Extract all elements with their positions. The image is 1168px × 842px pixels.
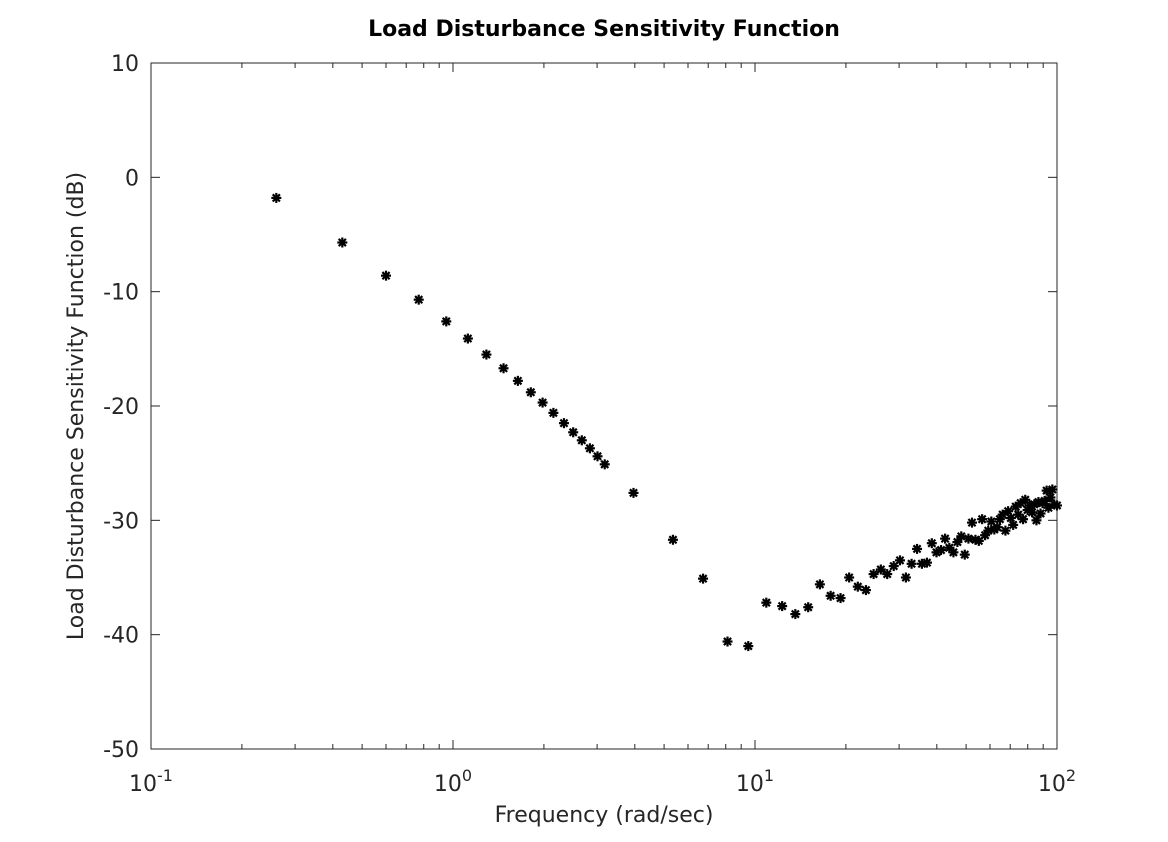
data-point — [926, 538, 937, 549]
data-point — [882, 569, 893, 580]
x-tick-label-base: 10 — [129, 772, 157, 797]
y-tick-label: -40 — [103, 624, 139, 649]
data-point — [628, 487, 639, 498]
data-point — [1008, 519, 1019, 530]
data-point — [761, 597, 772, 608]
y-tick-label: -30 — [103, 509, 139, 534]
data-point — [462, 333, 473, 344]
data-point — [698, 573, 709, 584]
y-tick-label: -20 — [103, 395, 139, 420]
x-tick-label: 102 — [1038, 766, 1076, 797]
data-point — [1018, 514, 1029, 525]
data-point — [1027, 507, 1038, 518]
data-point — [548, 407, 559, 418]
x-axis-label: Frequency (rad/sec) — [495, 803, 714, 828]
x-tick-label: 100 — [434, 766, 472, 797]
x-tick-label-base: 10 — [1038, 772, 1066, 797]
data-point — [558, 418, 569, 429]
data-point — [906, 558, 917, 569]
data-point — [413, 294, 424, 305]
data-point — [777, 601, 788, 612]
data-point — [852, 581, 863, 592]
data-point — [936, 545, 947, 556]
data-point — [599, 459, 610, 470]
x-tick-label: 101 — [736, 766, 774, 797]
x-tick-label-exponent: -1 — [157, 766, 173, 785]
data-point — [381, 270, 392, 281]
data-point — [835, 593, 846, 604]
y-tick-label: 10 — [111, 52, 139, 77]
data-point — [940, 533, 951, 544]
data-point — [825, 590, 836, 601]
data-point — [537, 397, 548, 408]
data-point — [912, 543, 923, 554]
data-point — [844, 572, 855, 583]
data-point — [952, 537, 963, 548]
data-point — [992, 522, 1003, 533]
data-point — [481, 349, 492, 360]
data-point — [271, 192, 282, 203]
data-point — [803, 602, 814, 613]
data-point — [498, 363, 509, 374]
x-tick-label-base: 10 — [434, 772, 462, 797]
data-point — [959, 549, 970, 560]
data-markers — [271, 192, 1062, 652]
x-tick-label-base: 10 — [736, 772, 764, 797]
x-tick-label-exponent: 0 — [462, 766, 472, 785]
data-point — [743, 641, 754, 652]
plot-area — [150, 62, 1058, 750]
data-point — [977, 514, 988, 525]
data-point — [1013, 509, 1024, 520]
data-point — [1010, 501, 1021, 512]
data-point — [875, 564, 886, 575]
data-point — [667, 534, 678, 545]
data-point — [337, 237, 348, 248]
data-point — [722, 636, 733, 647]
data-point — [868, 569, 879, 580]
data-point — [1000, 525, 1011, 536]
data-point — [980, 530, 991, 541]
x-tick-label-exponent: 1 — [764, 766, 774, 785]
data-point — [1005, 513, 1016, 524]
x-tick-label: 10-1 — [129, 766, 173, 797]
data-point — [900, 572, 911, 583]
chart-title: Load Disturbance Sensitivity Function — [368, 17, 840, 42]
data-point — [576, 435, 587, 446]
y-tick-label: 0 — [125, 166, 139, 191]
data-point — [983, 525, 994, 536]
data-point — [441, 316, 452, 327]
data-point — [948, 547, 959, 558]
data-point — [894, 555, 905, 566]
data-point — [568, 427, 579, 438]
data-point — [1045, 492, 1056, 503]
data-point — [966, 517, 977, 528]
x-tick-label-exponent: 2 — [1066, 766, 1076, 785]
data-point — [860, 585, 871, 596]
data-point — [1047, 484, 1058, 495]
data-point — [1031, 515, 1042, 526]
data-point — [921, 557, 932, 568]
data-point — [592, 451, 603, 462]
tick-marks — [150, 62, 1058, 750]
y-tick-label: -10 — [103, 281, 139, 306]
data-point — [1052, 500, 1062, 511]
data-point — [790, 609, 801, 620]
y-tick-label: -50 — [103, 738, 139, 763]
data-point — [1015, 498, 1026, 509]
y-axis-label: Load Disturbance Sensitivity Function (d… — [64, 172, 89, 640]
data-point — [814, 579, 825, 590]
data-point — [963, 533, 974, 544]
data-point — [512, 375, 523, 386]
data-point — [1035, 508, 1046, 519]
data-point — [525, 387, 536, 398]
data-point — [584, 443, 595, 454]
